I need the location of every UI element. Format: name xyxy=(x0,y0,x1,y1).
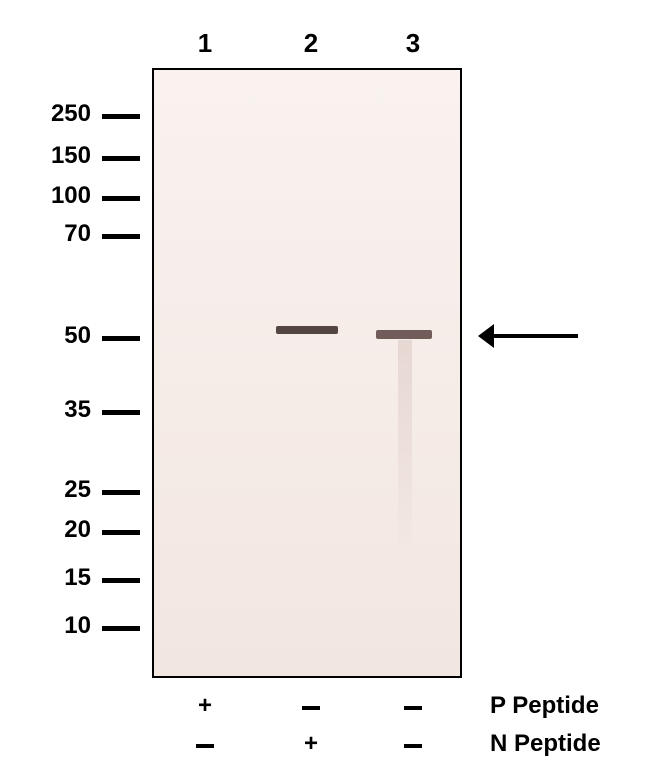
mw-tick-50 xyxy=(102,336,140,341)
mw-label-70: 70 xyxy=(64,220,91,248)
mw-tick-100 xyxy=(102,196,140,201)
legend-n-lane3 xyxy=(404,744,422,748)
mw-label-250: 250 xyxy=(51,100,91,128)
legend-p-lane3 xyxy=(404,706,422,710)
band-arrow-shaft xyxy=(494,334,578,338)
lane-label-3: 3 xyxy=(406,28,420,59)
mw-tick-250 xyxy=(102,114,140,119)
mw-tick-150 xyxy=(102,156,140,161)
lane-3-streak xyxy=(398,340,412,560)
lane-label-2: 2 xyxy=(304,28,318,59)
mw-tick-10 xyxy=(102,626,140,631)
mw-label-35: 35 xyxy=(64,396,91,424)
legend-n-lane1 xyxy=(196,744,214,748)
mw-label-100: 100 xyxy=(51,182,91,210)
band-lane-3 xyxy=(376,330,432,339)
mw-tick-15 xyxy=(102,578,140,583)
legend-p-lane1: + xyxy=(198,692,212,720)
mw-label-20: 20 xyxy=(64,516,91,544)
blot-membrane xyxy=(152,68,462,678)
mw-tick-20 xyxy=(102,530,140,535)
band-lane-2 xyxy=(276,326,338,334)
mw-label-15: 15 xyxy=(64,564,91,592)
mw-label-25: 25 xyxy=(64,476,91,504)
mw-tick-25 xyxy=(102,490,140,495)
band-arrow-head-icon xyxy=(478,324,494,348)
mw-tick-35 xyxy=(102,410,140,415)
legend-n-label: N Peptide xyxy=(490,730,601,758)
legend-p-lane2 xyxy=(302,706,320,710)
mw-label-10: 10 xyxy=(64,612,91,640)
legend-p-label: P Peptide xyxy=(490,692,599,720)
lane-label-1: 1 xyxy=(198,28,212,59)
mw-label-50: 50 xyxy=(64,322,91,350)
western-blot-figure: 1 2 3 250 150 100 70 50 35 25 20 15 10 +… xyxy=(0,0,650,784)
mw-tick-70 xyxy=(102,234,140,239)
legend-n-lane2: + xyxy=(304,730,318,758)
mw-label-150: 150 xyxy=(51,142,91,170)
